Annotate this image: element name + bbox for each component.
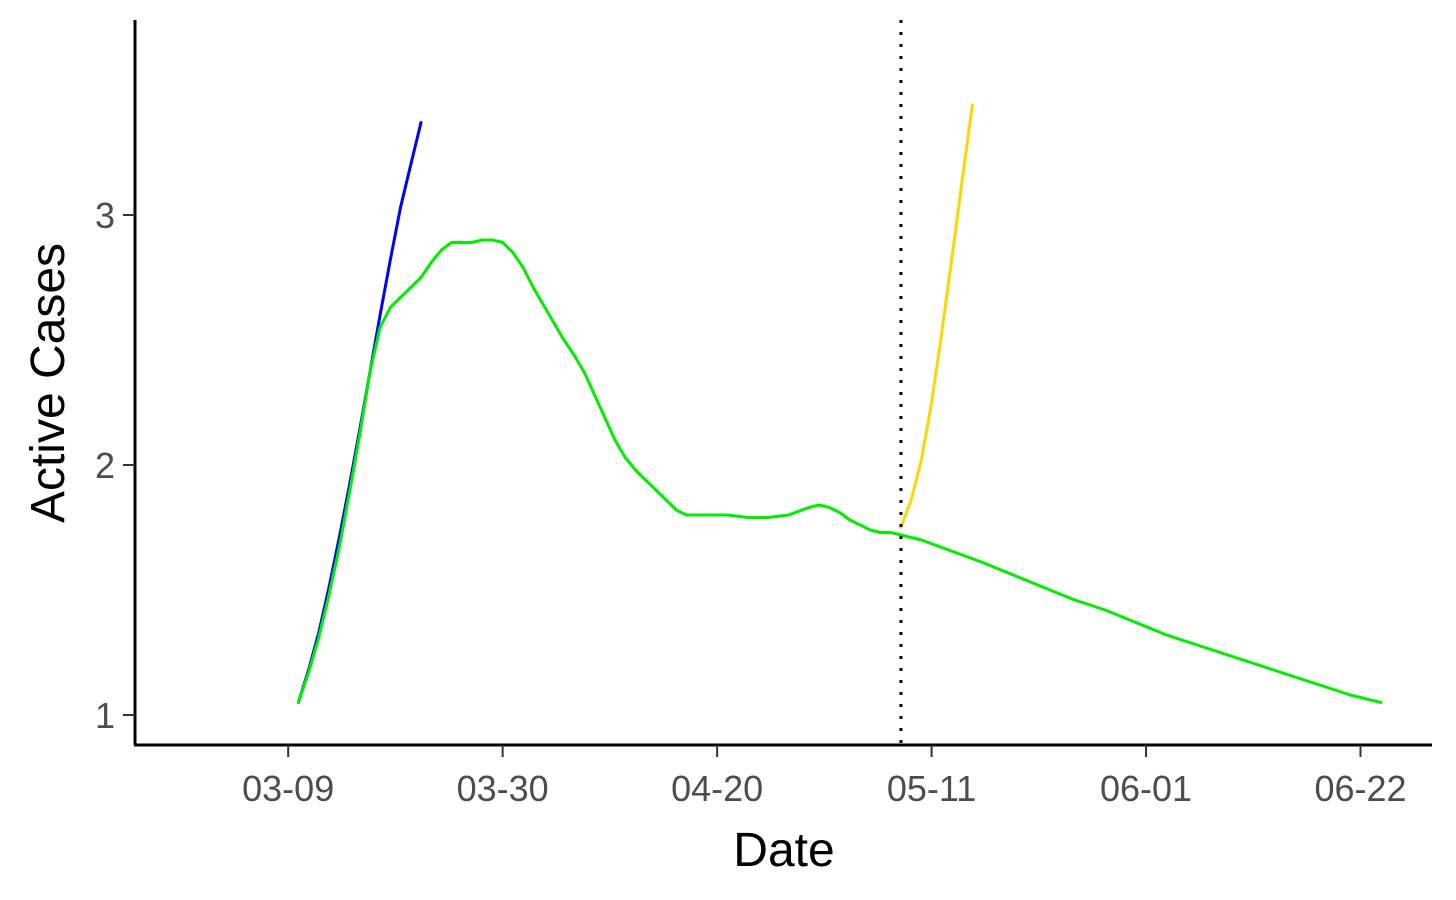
x-tick-label: 04-20 [671,768,763,809]
x-tick-label: 05-11 [887,768,976,809]
series-line-3 [296,238,1383,704]
axes [133,20,1432,747]
x-tick-label: 03-30 [457,768,549,809]
series-layer [296,103,1383,704]
y-tick-label: 1 [95,695,115,736]
x-tick-label: 06-01 [1100,768,1192,809]
y-tick-label: 3 [95,195,115,236]
x-tick-label: 06-22 [1314,768,1406,809]
x-axis-title: Date [733,824,834,877]
x-ticks: 03-09 03-30 04-20 05-11 06-01 06-22 [242,745,1407,809]
series-line-1 [296,121,423,704]
y-tick-label: 2 [95,445,115,486]
x-tick-label: 03-09 [242,768,334,809]
series-line-2 [899,103,974,529]
y-ticks: 1 2 3 [95,195,135,736]
y-axis-title: Active Cases [22,243,75,523]
